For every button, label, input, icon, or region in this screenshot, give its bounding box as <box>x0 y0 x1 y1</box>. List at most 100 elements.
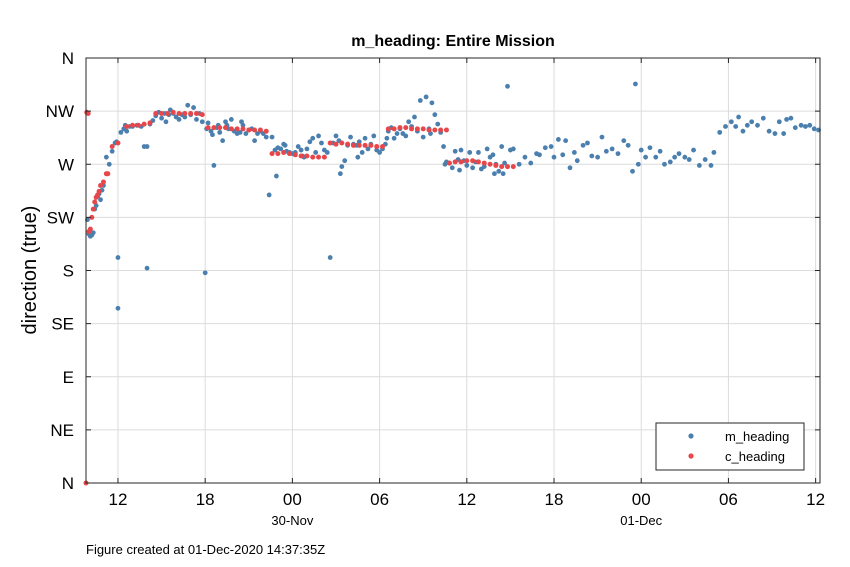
data-point <box>487 161 493 167</box>
data-point <box>384 135 390 141</box>
data-point <box>96 188 102 194</box>
data-point <box>717 129 723 135</box>
data-point <box>327 140 333 146</box>
data-point <box>103 154 109 160</box>
data-point <box>560 152 566 158</box>
data-point <box>772 131 778 136</box>
data-point <box>585 140 590 146</box>
data-point <box>696 163 702 168</box>
data-point <box>776 119 782 125</box>
data-point <box>342 158 348 164</box>
data-point <box>350 142 356 148</box>
data-point <box>476 150 481 155</box>
data-point <box>281 149 287 155</box>
data-point <box>499 144 505 149</box>
data-point <box>446 160 452 166</box>
data-point <box>633 81 638 87</box>
x-date-label: 30-Nov <box>271 513 313 528</box>
data-point <box>516 161 522 167</box>
data-point <box>356 142 362 148</box>
data-point <box>452 148 458 154</box>
data-point <box>98 183 104 188</box>
data-point <box>228 126 234 132</box>
data-point <box>362 142 368 148</box>
y-tick-label: SW <box>47 208 74 227</box>
data-point <box>141 121 147 127</box>
data-point <box>85 110 91 116</box>
data-point <box>106 161 112 167</box>
data-point <box>630 168 635 174</box>
data-point <box>708 163 714 168</box>
data-point <box>457 167 462 173</box>
data-point <box>803 124 808 129</box>
data-point <box>548 144 554 149</box>
data-point <box>667 159 673 165</box>
data-point <box>723 124 728 129</box>
data-point <box>115 140 121 146</box>
data-point <box>505 83 510 89</box>
data-point <box>210 132 215 138</box>
data-point <box>798 122 804 128</box>
data-point <box>355 154 361 160</box>
legend-box <box>655 422 805 471</box>
data-point <box>542 145 548 151</box>
data-point <box>339 164 345 170</box>
data-point <box>528 160 534 166</box>
data-point <box>191 105 196 110</box>
data-point <box>551 154 557 160</box>
data-point <box>496 168 502 174</box>
data-point <box>740 128 746 134</box>
data-point <box>458 159 464 165</box>
data-point <box>438 127 444 133</box>
data-point <box>182 110 188 116</box>
data-point <box>374 144 380 150</box>
data-point <box>403 133 409 139</box>
data-point <box>420 134 426 140</box>
data-point <box>470 165 476 171</box>
data-point <box>188 110 194 116</box>
data-point <box>647 145 653 151</box>
data-point <box>243 131 249 136</box>
data-point <box>263 128 269 134</box>
data-point <box>282 142 288 148</box>
y-tick-label: S <box>63 262 74 281</box>
data-point <box>135 122 141 128</box>
y-tick-label: W <box>58 155 74 174</box>
legend-label-c-heading: c_heading <box>725 449 785 464</box>
y-tick-label: NW <box>46 102 74 121</box>
data-point <box>304 153 310 159</box>
data-point <box>159 110 165 116</box>
data-point <box>643 154 648 160</box>
data-point <box>115 255 121 260</box>
data-point <box>327 255 333 260</box>
data-point <box>426 127 432 133</box>
x-tick-label: 18 <box>545 490 564 509</box>
data-point <box>728 119 734 125</box>
data-point <box>223 125 229 131</box>
data-point <box>403 125 409 131</box>
data-point <box>252 127 258 133</box>
data-point <box>492 171 497 177</box>
data-point <box>394 131 400 136</box>
data-point <box>385 126 391 132</box>
x-tick-label: 00 <box>283 490 302 509</box>
data-point <box>211 125 217 131</box>
data-point <box>274 173 279 179</box>
data-point <box>490 152 496 158</box>
data-point <box>275 151 281 157</box>
data-point <box>377 150 382 155</box>
data-point <box>240 126 246 132</box>
data-point <box>176 110 182 116</box>
data-point <box>321 154 327 160</box>
data-point <box>356 139 362 145</box>
chart-title: m_heading: Entire Mission <box>351 33 555 50</box>
data-point <box>163 119 169 125</box>
data-point <box>182 114 188 120</box>
data-point <box>292 152 298 158</box>
data-point <box>510 146 516 152</box>
data-point <box>662 161 667 167</box>
data-point <box>159 115 164 121</box>
data-point <box>499 164 505 170</box>
legend-label-m-heading: m_heading <box>725 429 789 444</box>
data-point <box>269 151 275 157</box>
